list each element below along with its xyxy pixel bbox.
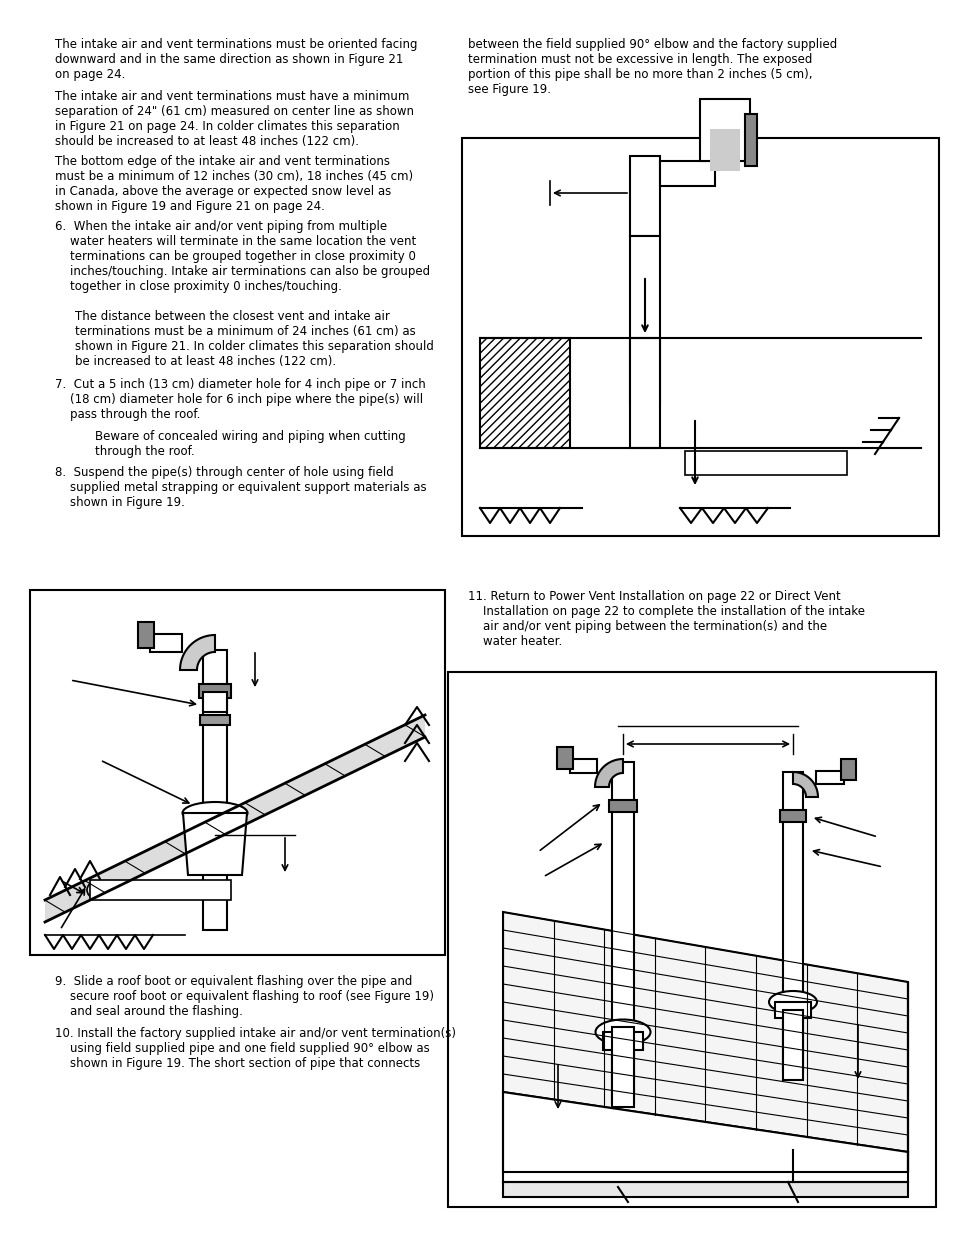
Bar xyxy=(612,1028,634,1107)
Text: The bottom edge of the intake air and vent terminations
must be a minimum of 12 : The bottom edge of the intake air and ve… xyxy=(55,156,413,212)
Polygon shape xyxy=(183,813,247,876)
Bar xyxy=(138,622,153,648)
Text: The distance between the closest vent and intake air
terminations must be a mini: The distance between the closest vent an… xyxy=(75,310,434,368)
Text: 10. Install the factory supplied intake air and/or vent termination(s)
    using: 10. Install the factory supplied intake … xyxy=(55,1028,456,1070)
Bar xyxy=(815,771,843,784)
Bar xyxy=(461,138,938,536)
Bar xyxy=(557,747,573,769)
Text: Beware of concealed wiring and piping when cutting
through the roof.: Beware of concealed wiring and piping wh… xyxy=(95,430,405,458)
Bar xyxy=(90,881,231,900)
Text: The intake air and vent terminations must be oriented facing
downward and in the: The intake air and vent terminations mus… xyxy=(55,38,417,82)
Text: 11. Return to Power Vent Installation on page 22 or Direct Vent
    Installation: 11. Return to Power Vent Installation on… xyxy=(468,590,864,648)
Bar xyxy=(782,1010,802,1079)
Bar xyxy=(30,590,444,955)
Polygon shape xyxy=(792,772,817,797)
Text: 8.  Suspend the pipe(s) through center of hole using field
    supplied metal st: 8. Suspend the pipe(s) through center of… xyxy=(55,466,426,509)
Ellipse shape xyxy=(182,802,247,824)
Polygon shape xyxy=(45,715,424,923)
Polygon shape xyxy=(502,1092,907,1172)
Bar xyxy=(608,800,637,811)
Bar xyxy=(479,338,569,448)
Bar xyxy=(203,692,227,713)
Polygon shape xyxy=(502,1182,907,1197)
Bar xyxy=(780,810,805,823)
Bar xyxy=(629,236,659,403)
Polygon shape xyxy=(502,911,907,1152)
Bar xyxy=(684,451,846,475)
Bar xyxy=(782,772,802,1072)
Bar xyxy=(448,672,935,1207)
Bar xyxy=(150,634,182,652)
Bar xyxy=(659,161,714,186)
Bar xyxy=(203,650,227,930)
Polygon shape xyxy=(595,760,622,787)
Bar xyxy=(700,99,749,161)
Bar xyxy=(199,684,231,698)
Text: between the field supplied 90° elbow and the factory supplied
termination must n: between the field supplied 90° elbow and… xyxy=(468,38,837,96)
Bar xyxy=(709,128,740,170)
Bar xyxy=(612,762,634,1102)
Bar xyxy=(841,760,855,781)
Ellipse shape xyxy=(595,1020,650,1045)
Bar xyxy=(774,1002,810,1018)
Polygon shape xyxy=(180,635,214,671)
Text: 6.  When the intake air and/or vent piping from multiple
    water heaters will : 6. When the intake air and/or vent pipin… xyxy=(55,220,430,293)
Bar xyxy=(602,1032,642,1050)
Bar xyxy=(200,715,230,725)
Text: 7.  Cut a 5 inch (13 cm) diameter hole for 4 inch pipe or 7 inch
    (18 cm) dia: 7. Cut a 5 inch (13 cm) diameter hole fo… xyxy=(55,378,425,421)
Bar xyxy=(744,114,757,165)
Text: The intake air and vent terminations must have a minimum
separation of 24" (61 c: The intake air and vent terminations mus… xyxy=(55,90,414,148)
Bar xyxy=(629,338,659,448)
Bar xyxy=(569,760,597,773)
Ellipse shape xyxy=(768,990,816,1013)
Text: 9.  Slide a roof boot or equivalent flashing over the pipe and
    secure roof b: 9. Slide a roof boot or equivalent flash… xyxy=(55,974,434,1018)
Bar xyxy=(629,156,659,236)
